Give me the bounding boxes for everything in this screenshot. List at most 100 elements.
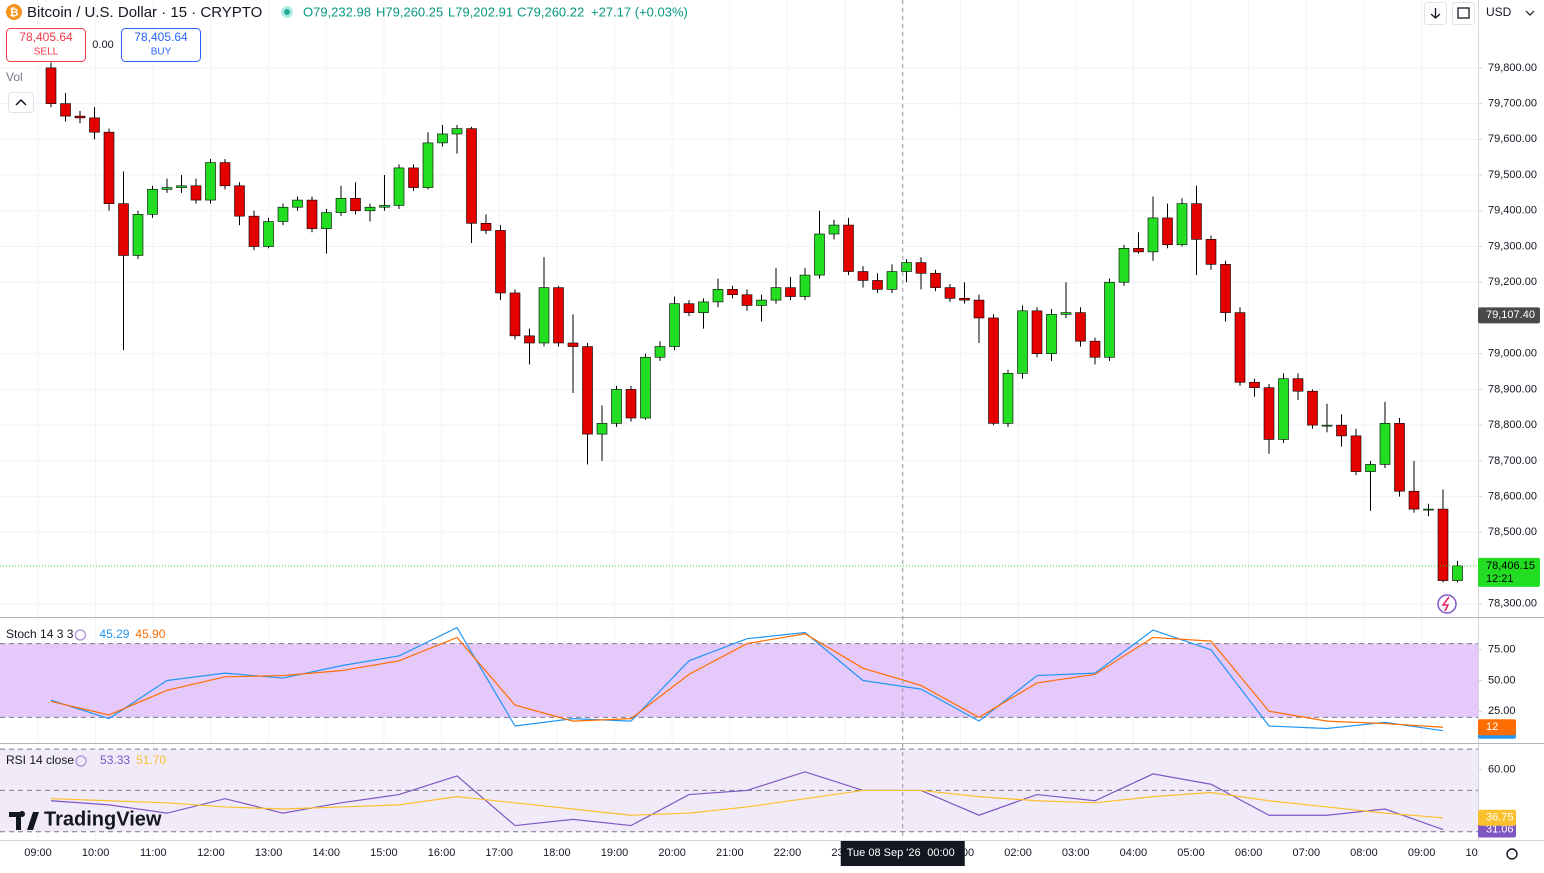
candle-body bbox=[1437, 508, 1449, 581]
candle-body bbox=[451, 128, 463, 135]
candle-body bbox=[1408, 490, 1420, 510]
indicator-line bbox=[50, 771, 1444, 831]
candle-body bbox=[1031, 310, 1043, 354]
candle-body bbox=[828, 224, 840, 235]
indicator-line bbox=[50, 626, 1444, 732]
buy-price: 78,405.64 bbox=[134, 30, 188, 44]
candle-body bbox=[959, 298, 970, 301]
price-tag bbox=[1478, 557, 1540, 587]
market-status-dot bbox=[284, 9, 290, 15]
buy-button[interactable] bbox=[121, 28, 201, 62]
time-label: 04:00 bbox=[1120, 847, 1148, 859]
settings-icon[interactable] bbox=[1506, 848, 1518, 860]
candle-body bbox=[1046, 314, 1057, 354]
candle-body bbox=[103, 131, 115, 204]
price-tag bbox=[1478, 307, 1540, 324]
buy-label: BUY bbox=[151, 47, 172, 58]
axes: 79,800.00 79,700.00 79,600.00 79,500.00 79,4… bbox=[1478, 62, 1540, 838]
candle-body bbox=[1350, 435, 1362, 472]
plot bbox=[0, 62, 1478, 831]
candle-body bbox=[1278, 378, 1289, 440]
ohlc-low: L79,202.91 bbox=[448, 4, 513, 19]
value-tag bbox=[1478, 719, 1516, 736]
candle-body bbox=[118, 203, 129, 256]
candle-body bbox=[756, 299, 767, 306]
ohlc-open: O79,232.98 bbox=[303, 4, 371, 19]
candle-body bbox=[915, 262, 927, 274]
axis-cover bbox=[1479, 841, 1503, 868]
sell-button[interactable] bbox=[6, 28, 86, 62]
candle-body bbox=[727, 289, 738, 296]
fullscreen-button[interactable] bbox=[1452, 2, 1475, 25]
candle-body bbox=[234, 185, 245, 217]
collapse-icon bbox=[15, 98, 27, 106]
indicator-settings bbox=[75, 755, 87, 767]
time-label: 06:00 bbox=[1235, 847, 1263, 859]
countdown: 12:21 bbox=[1486, 573, 1514, 585]
candle-body bbox=[277, 206, 289, 222]
time-label: 09:00 bbox=[24, 847, 52, 859]
time-label: 16:00 bbox=[428, 847, 456, 859]
value-tag bbox=[1478, 809, 1516, 826]
y-tick-label: 78,900.00 bbox=[1488, 383, 1537, 395]
candle-body bbox=[973, 299, 985, 319]
y-tick-label: 79,000.00 bbox=[1488, 348, 1537, 360]
y-tick-label: 25.00 bbox=[1488, 705, 1516, 717]
candle-body bbox=[219, 162, 231, 187]
symbol-title[interactable]: Bitcoin / U.S. Dollar · 15 · CRYPTO bbox=[27, 4, 262, 21]
time-label: 22:00 bbox=[774, 847, 802, 859]
candle-body bbox=[1162, 217, 1173, 246]
y-tick-label: 79,200.00 bbox=[1488, 276, 1537, 288]
candle-body bbox=[654, 346, 666, 358]
time-label: 07:00 bbox=[1293, 847, 1321, 859]
candle-body bbox=[393, 167, 405, 206]
candle-body bbox=[1263, 387, 1275, 440]
value-tag-label: 12 bbox=[1486, 721, 1498, 733]
collapse-button[interactable] bbox=[8, 92, 34, 113]
time-label: 17:00 bbox=[485, 847, 513, 859]
time-label: 19:00 bbox=[601, 847, 629, 859]
candle-body bbox=[1002, 373, 1014, 424]
brand-logo bbox=[9, 810, 39, 830]
candle-body bbox=[1089, 340, 1101, 358]
time-label: 11:00 bbox=[140, 847, 167, 859]
candle-body bbox=[741, 294, 753, 306]
y-tick-label: 75.00 bbox=[1488, 644, 1516, 656]
candle-body bbox=[132, 214, 144, 256]
candle-body bbox=[495, 230, 506, 294]
assistant-icon[interactable] bbox=[1437, 594, 1457, 614]
time-label: 09:00 bbox=[1408, 847, 1436, 859]
y-tick-label: 78,700.00 bbox=[1488, 455, 1537, 467]
indicator-value: 53.33 bbox=[100, 753, 130, 767]
candle-body bbox=[408, 167, 419, 188]
band-fill bbox=[0, 643, 1478, 718]
candle-body bbox=[437, 133, 448, 144]
candle-body bbox=[712, 289, 724, 303]
indicator-value: 51.70 bbox=[136, 753, 166, 767]
price-tag-label: 78,406.15 bbox=[1486, 560, 1535, 572]
candle-body bbox=[872, 280, 883, 290]
candle-body bbox=[321, 212, 332, 229]
candle-body bbox=[799, 274, 811, 297]
candle-body bbox=[1292, 378, 1304, 392]
candle-body bbox=[263, 221, 274, 247]
candle-body bbox=[1147, 217, 1159, 253]
candle-body bbox=[74, 115, 86, 119]
candle-body bbox=[596, 423, 608, 435]
price-tag-label: 79,107.40 bbox=[1486, 309, 1535, 321]
candle-body bbox=[1133, 248, 1144, 253]
candle-body bbox=[422, 142, 434, 188]
candle-body bbox=[350, 197, 361, 212]
y-tick-label: 50.00 bbox=[1488, 674, 1516, 686]
candle-body bbox=[625, 389, 637, 419]
candle-body bbox=[1336, 424, 1347, 437]
candle-body bbox=[45, 67, 57, 104]
dropdown-icon bbox=[1525, 10, 1535, 16]
currency-selector[interactable]: USD bbox=[1486, 5, 1512, 19]
candle-body bbox=[814, 233, 825, 276]
candle-body bbox=[1060, 312, 1072, 315]
time-label: 21:00 bbox=[716, 847, 744, 859]
